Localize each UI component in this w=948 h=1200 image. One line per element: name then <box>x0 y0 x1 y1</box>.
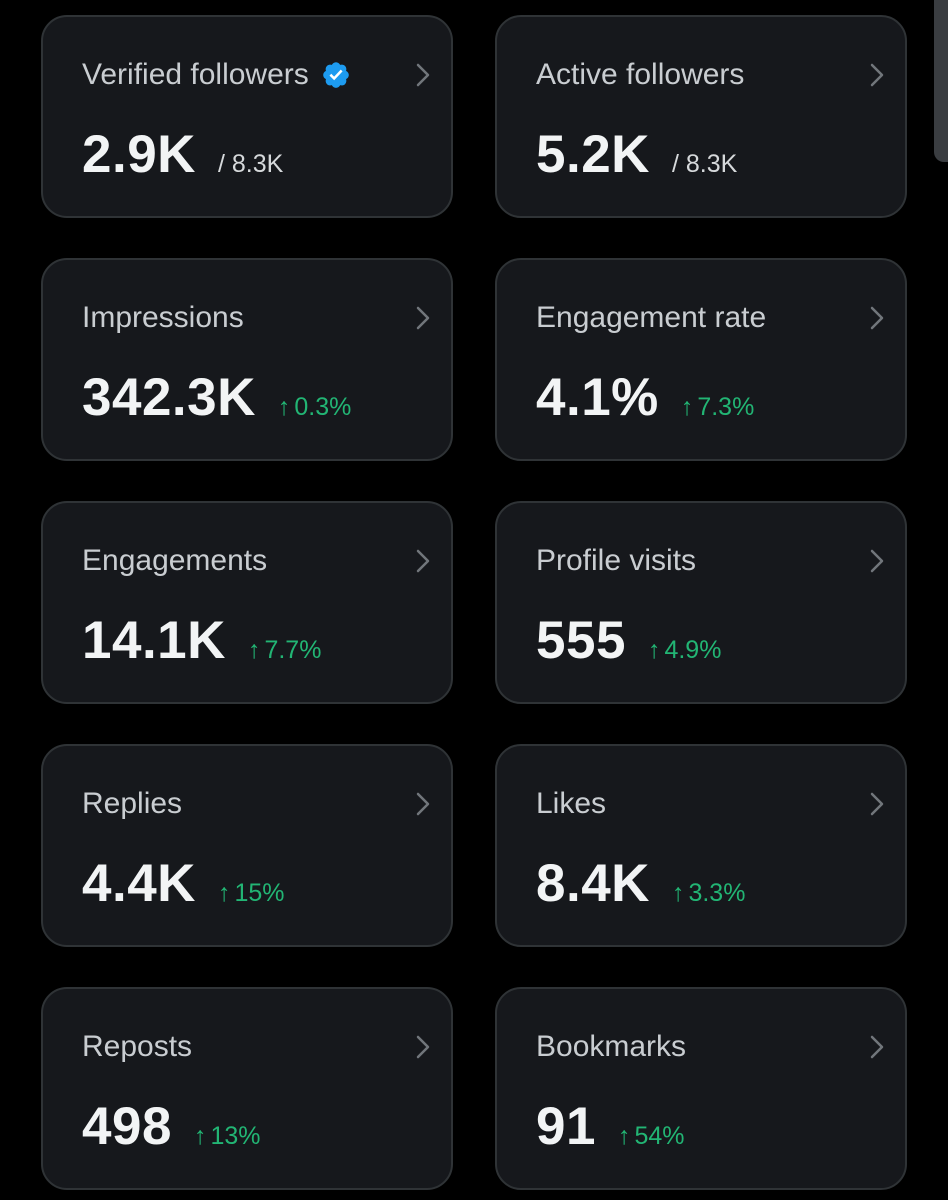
change-percent: 4.9% <box>664 636 722 664</box>
card-title: Impressions <box>82 301 244 334</box>
likes-card[interactable]: Likes 8.4K ↑ 3.3% <box>495 744 907 947</box>
card-title-row: Likes <box>536 784 606 824</box>
card-title: Likes <box>536 787 607 820</box>
metric-value: 4.4K <box>82 854 196 913</box>
value-row: 498 ↑ 13% <box>82 1097 260 1157</box>
chevron-right-icon <box>870 792 884 816</box>
card-title-row: Impressions <box>82 298 244 338</box>
analytics-card-grid: Verified followers 2.9K / 8.3K Active fo… <box>41 15 907 1190</box>
reposts-card[interactable]: Reposts 498 ↑ 13% <box>41 987 453 1190</box>
value-row: 555 ↑ 4.9% <box>536 611 721 671</box>
change-indicator: ↑ 13% <box>194 1122 261 1151</box>
arrow-up-icon: ↑ <box>617 1122 631 1150</box>
chevron-right-icon <box>416 549 430 573</box>
chevron-right-icon <box>416 792 430 816</box>
value-row: 4.1% ↑ 7.3% <box>536 368 754 428</box>
chevron-right-icon <box>870 63 884 87</box>
chevron-right-icon <box>416 63 430 87</box>
metric-total: / 8.3K <box>671 150 738 178</box>
value-row: 5.2K / 8.3K <box>536 125 737 185</box>
change-indicator: ↑ 3.3% <box>672 879 745 908</box>
value-row: 2.9K / 8.3K <box>82 125 283 185</box>
scrollbar-thumb[interactable] <box>934 0 948 162</box>
chevron-right-icon <box>416 1035 430 1059</box>
arrow-up-icon: ↑ <box>193 1122 207 1150</box>
engagements-card[interactable]: Engagements 14.1K ↑ 7.7% <box>41 501 453 704</box>
value-row: 4.4K ↑ 15% <box>82 854 285 914</box>
arrow-up-icon: ↑ <box>680 393 694 421</box>
card-title-row: Verified followers <box>82 55 351 95</box>
card-title-row: Replies <box>82 784 182 824</box>
metric-value: 14.1K <box>82 611 226 670</box>
card-title: Active followers <box>536 58 745 91</box>
card-title: Engagement rate <box>536 301 767 334</box>
card-title: Verified followers <box>82 58 309 91</box>
card-title-row: Engagement rate <box>536 298 766 338</box>
chevron-right-icon <box>870 1035 884 1059</box>
card-title: Reposts <box>82 1030 193 1063</box>
arrow-up-icon: ↑ <box>671 879 685 907</box>
change-percent: 0.3% <box>294 393 352 421</box>
change-percent: 7.7% <box>264 636 322 664</box>
value-row: 8.4K ↑ 3.3% <box>536 854 745 914</box>
card-title: Profile visits <box>536 544 697 577</box>
replies-card[interactable]: Replies 4.4K ↑ 15% <box>41 744 453 947</box>
metric-value: 8.4K <box>536 854 650 913</box>
change-indicator: ↑ 54% <box>618 1122 685 1151</box>
metric-value: 4.1% <box>536 368 659 427</box>
metric-value: 2.9K <box>82 125 196 184</box>
impressions-card[interactable]: Impressions 342.3K ↑ 0.3% <box>41 258 453 461</box>
chevron-right-icon <box>870 306 884 330</box>
arrow-up-icon: ↑ <box>277 393 291 421</box>
change-percent: 7.3% <box>697 393 755 421</box>
chevron-right-icon <box>416 306 430 330</box>
change-indicator: ↑ 4.9% <box>648 636 721 665</box>
arrow-up-icon: ↑ <box>247 636 261 664</box>
metric-value: 5.2K <box>536 125 650 184</box>
metric-value: 498 <box>82 1097 172 1156</box>
card-title-row: Profile visits <box>536 541 696 581</box>
change-indicator: ↑ 7.7% <box>248 636 321 665</box>
card-title: Replies <box>82 787 183 820</box>
change-indicator: ↑ 7.3% <box>681 393 754 422</box>
change-percent: 3.3% <box>688 879 746 907</box>
card-title-row: Active followers <box>536 55 744 95</box>
card-title: Engagements <box>82 544 268 577</box>
active-followers-card[interactable]: Active followers 5.2K / 8.3K <box>495 15 907 218</box>
change-percent: 13% <box>210 1122 261 1150</box>
metric-value: 342.3K <box>82 368 256 427</box>
metric-value: 91 <box>536 1097 596 1156</box>
arrow-up-icon: ↑ <box>647 636 661 664</box>
profile-visits-card[interactable]: Profile visits 555 ↑ 4.9% <box>495 501 907 704</box>
chevron-right-icon <box>870 549 884 573</box>
metric-value: 555 <box>536 611 626 670</box>
card-title-row: Bookmarks <box>536 1027 686 1067</box>
engagement-rate-card[interactable]: Engagement rate 4.1% ↑ 7.3% <box>495 258 907 461</box>
value-row: 14.1K ↑ 7.7% <box>82 611 321 671</box>
metric-total: / 8.3K <box>217 150 284 178</box>
card-title-row: Engagements <box>82 541 267 581</box>
verified-followers-card[interactable]: Verified followers 2.9K / 8.3K <box>41 15 453 218</box>
value-row: 342.3K ↑ 0.3% <box>82 368 351 428</box>
arrow-up-icon: ↑ <box>217 879 231 907</box>
change-indicator: ↑ 0.3% <box>278 393 351 422</box>
verified-badge-icon <box>322 62 349 88</box>
value-row: 91 ↑ 54% <box>536 1097 685 1157</box>
bookmarks-card[interactable]: Bookmarks 91 ↑ 54% <box>495 987 907 1190</box>
change-percent: 15% <box>234 879 285 907</box>
change-percent: 54% <box>634 1122 685 1150</box>
card-title: Bookmarks <box>536 1030 687 1063</box>
change-indicator: ↑ 15% <box>218 879 285 908</box>
card-title-row: Reposts <box>82 1027 192 1067</box>
